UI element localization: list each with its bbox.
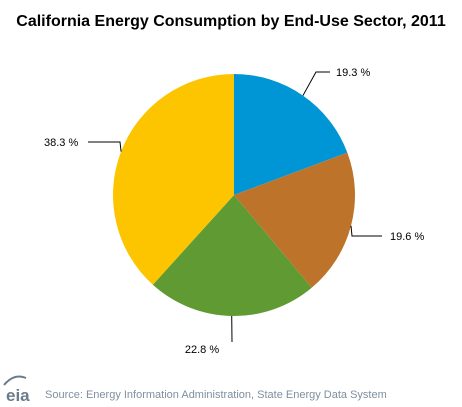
data-label-1: 19.3 %: [336, 67, 370, 79]
data-label-3: 22.8 %: [185, 344, 219, 356]
pie-slice-4: [112, 74, 234, 285]
data-label-2: 19.6 %: [390, 231, 424, 243]
data-label-4: 38.3 %: [44, 137, 78, 149]
source-note: Source: Energy Information Administratio…: [45, 389, 387, 401]
leader-line-4: [88, 141, 122, 152]
eia-logo: eia: [3, 375, 30, 405]
pie-slices: [112, 74, 356, 317]
pie-data-labels: 19.3 % 19.6 % 22.8 % 38.3 %: [44, 67, 424, 356]
chart-title: California Energy Consumption by End-Use…: [16, 13, 446, 30]
logo-text: eia: [6, 386, 30, 405]
leader-line-2: [350, 225, 382, 237]
pie-slice-3: [152, 195, 312, 317]
logo-swoosh: [3, 375, 27, 386]
leader-line-1: [302, 71, 330, 96]
pie-slice-2: [234, 152, 356, 288]
pie-slice-1: [234, 74, 348, 195]
